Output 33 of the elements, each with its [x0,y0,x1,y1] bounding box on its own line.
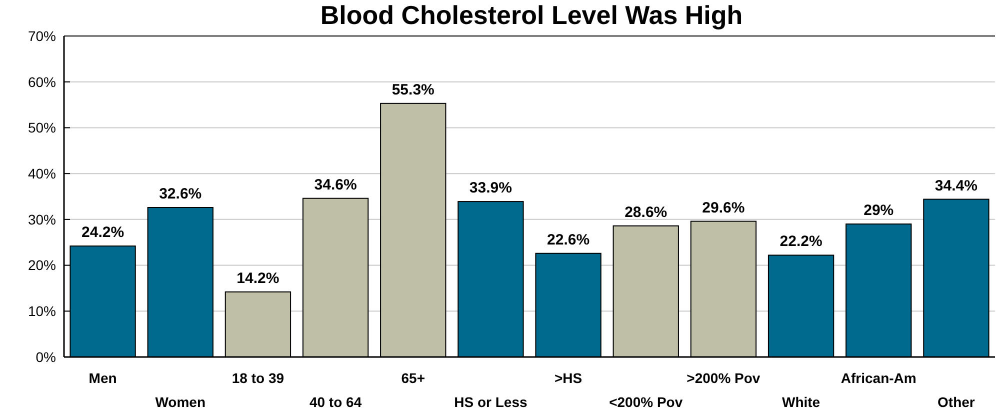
data-label: 33.9% [469,180,512,197]
x-tick-label: African-Am [840,370,916,386]
x-tick-label: <200% Pov [609,394,683,410]
x-tick-label: 40 to 64 [309,394,362,410]
data-label: 34.4% [934,177,978,194]
data-label: 34.6% [314,176,357,194]
data-label: 29% [864,202,894,220]
data-label: 22.6% [547,231,590,248]
x-tick-label: 18 to 39 [232,370,284,386]
data-label: 24.2% [82,224,124,242]
y-tick-label: 10% [28,303,56,320]
y-tick-label: 30% [28,211,56,228]
data-label: 14.2% [236,270,280,287]
y-tick-label: 0% [36,348,56,365]
y-tick-label: 50% [28,120,56,136]
x-tick-label: Men [88,370,117,386]
x-tick-label: >HS [554,370,582,386]
y-tick-label: 60% [28,74,56,90]
y-tick-label: 40% [28,165,56,182]
x-tick-label: >200% Pov [686,370,760,386]
chart-title: Blood Cholesterol Level Was High [320,0,743,30]
x-tick-label: White [782,394,820,410]
data-label: 29.6% [702,199,745,216]
data-label: 32.6% [159,186,202,203]
data-label: 55.3% [392,81,434,98]
data-label: 28.6% [624,204,668,221]
x-tick-label: HS or Less [454,394,528,410]
y-tick-label: 20% [28,257,56,274]
x-tick-label: Other [938,394,976,410]
data-label: 22.2% [780,233,822,250]
y-tick-label: 70% [28,28,56,44]
x-tick-label: 65+ [401,370,425,386]
x-tick-label: Women [155,394,206,410]
